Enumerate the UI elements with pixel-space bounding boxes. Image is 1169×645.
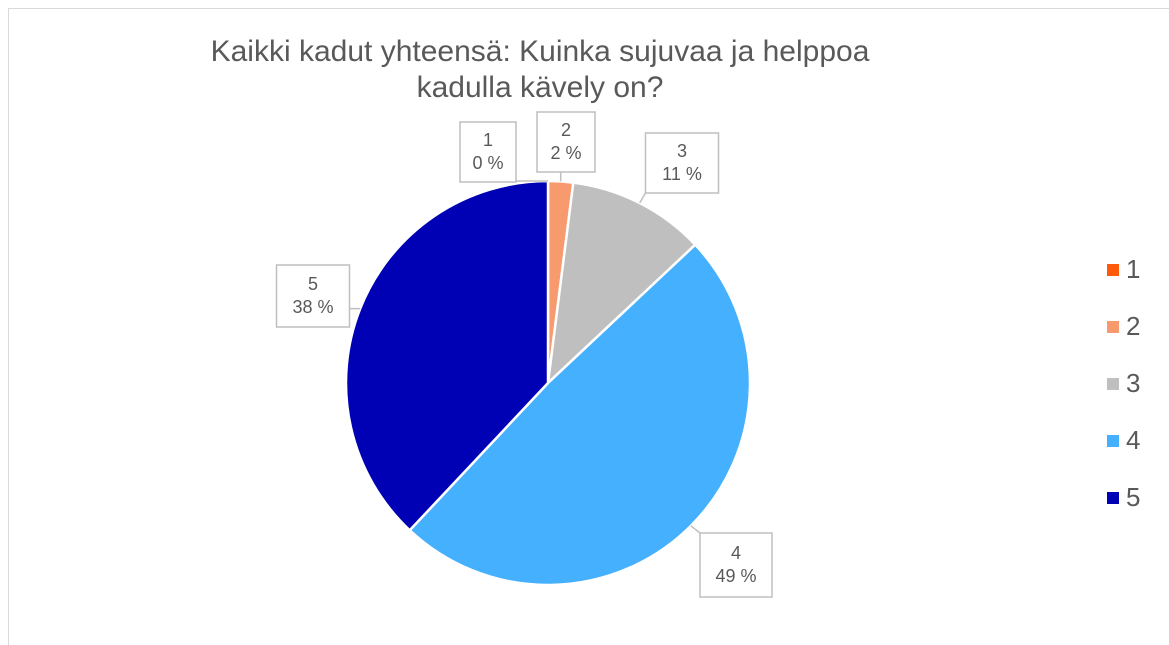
label-box: [536, 111, 596, 173]
legend-marker: [1107, 378, 1119, 390]
legend-marker: [1107, 264, 1119, 276]
chart-title: Kaikki kadut yhteensä: Kuinka sujuvaa ja…: [210, 35, 870, 104]
legend-label: 4: [1126, 425, 1140, 455]
data-label-category: 3: [677, 141, 687, 161]
legend-label: 2: [1126, 311, 1140, 341]
legend-marker: [1107, 321, 1119, 333]
chart-frame: [8, 8, 1169, 645]
legend-marker: [1107, 435, 1119, 447]
label-box: [459, 121, 517, 183]
legend-label: 5: [1126, 482, 1140, 512]
legend-label: 3: [1126, 368, 1140, 398]
data-label-category: 4: [731, 543, 741, 563]
data-label-value: 38 %: [292, 297, 333, 317]
data-label-value: 49 %: [715, 566, 756, 586]
label-box: [644, 132, 720, 194]
data-label-category: 1: [483, 130, 493, 150]
leader-line: [639, 192, 647, 204]
leader-line: [690, 525, 701, 534]
data-label-value: 0 %: [472, 153, 503, 173]
data-label-category: 2: [561, 120, 571, 140]
pie-slice: [407, 242, 752, 587]
label-box: [275, 264, 351, 328]
pie-slice: [344, 179, 550, 533]
label-box: [699, 532, 773, 598]
data-label-value: 11 %: [662, 164, 702, 184]
legend-label: 1: [1126, 254, 1140, 284]
data-label-category: 5: [308, 274, 318, 294]
legend-marker: [1107, 492, 1119, 504]
data-label-value: 2 %: [550, 143, 581, 163]
